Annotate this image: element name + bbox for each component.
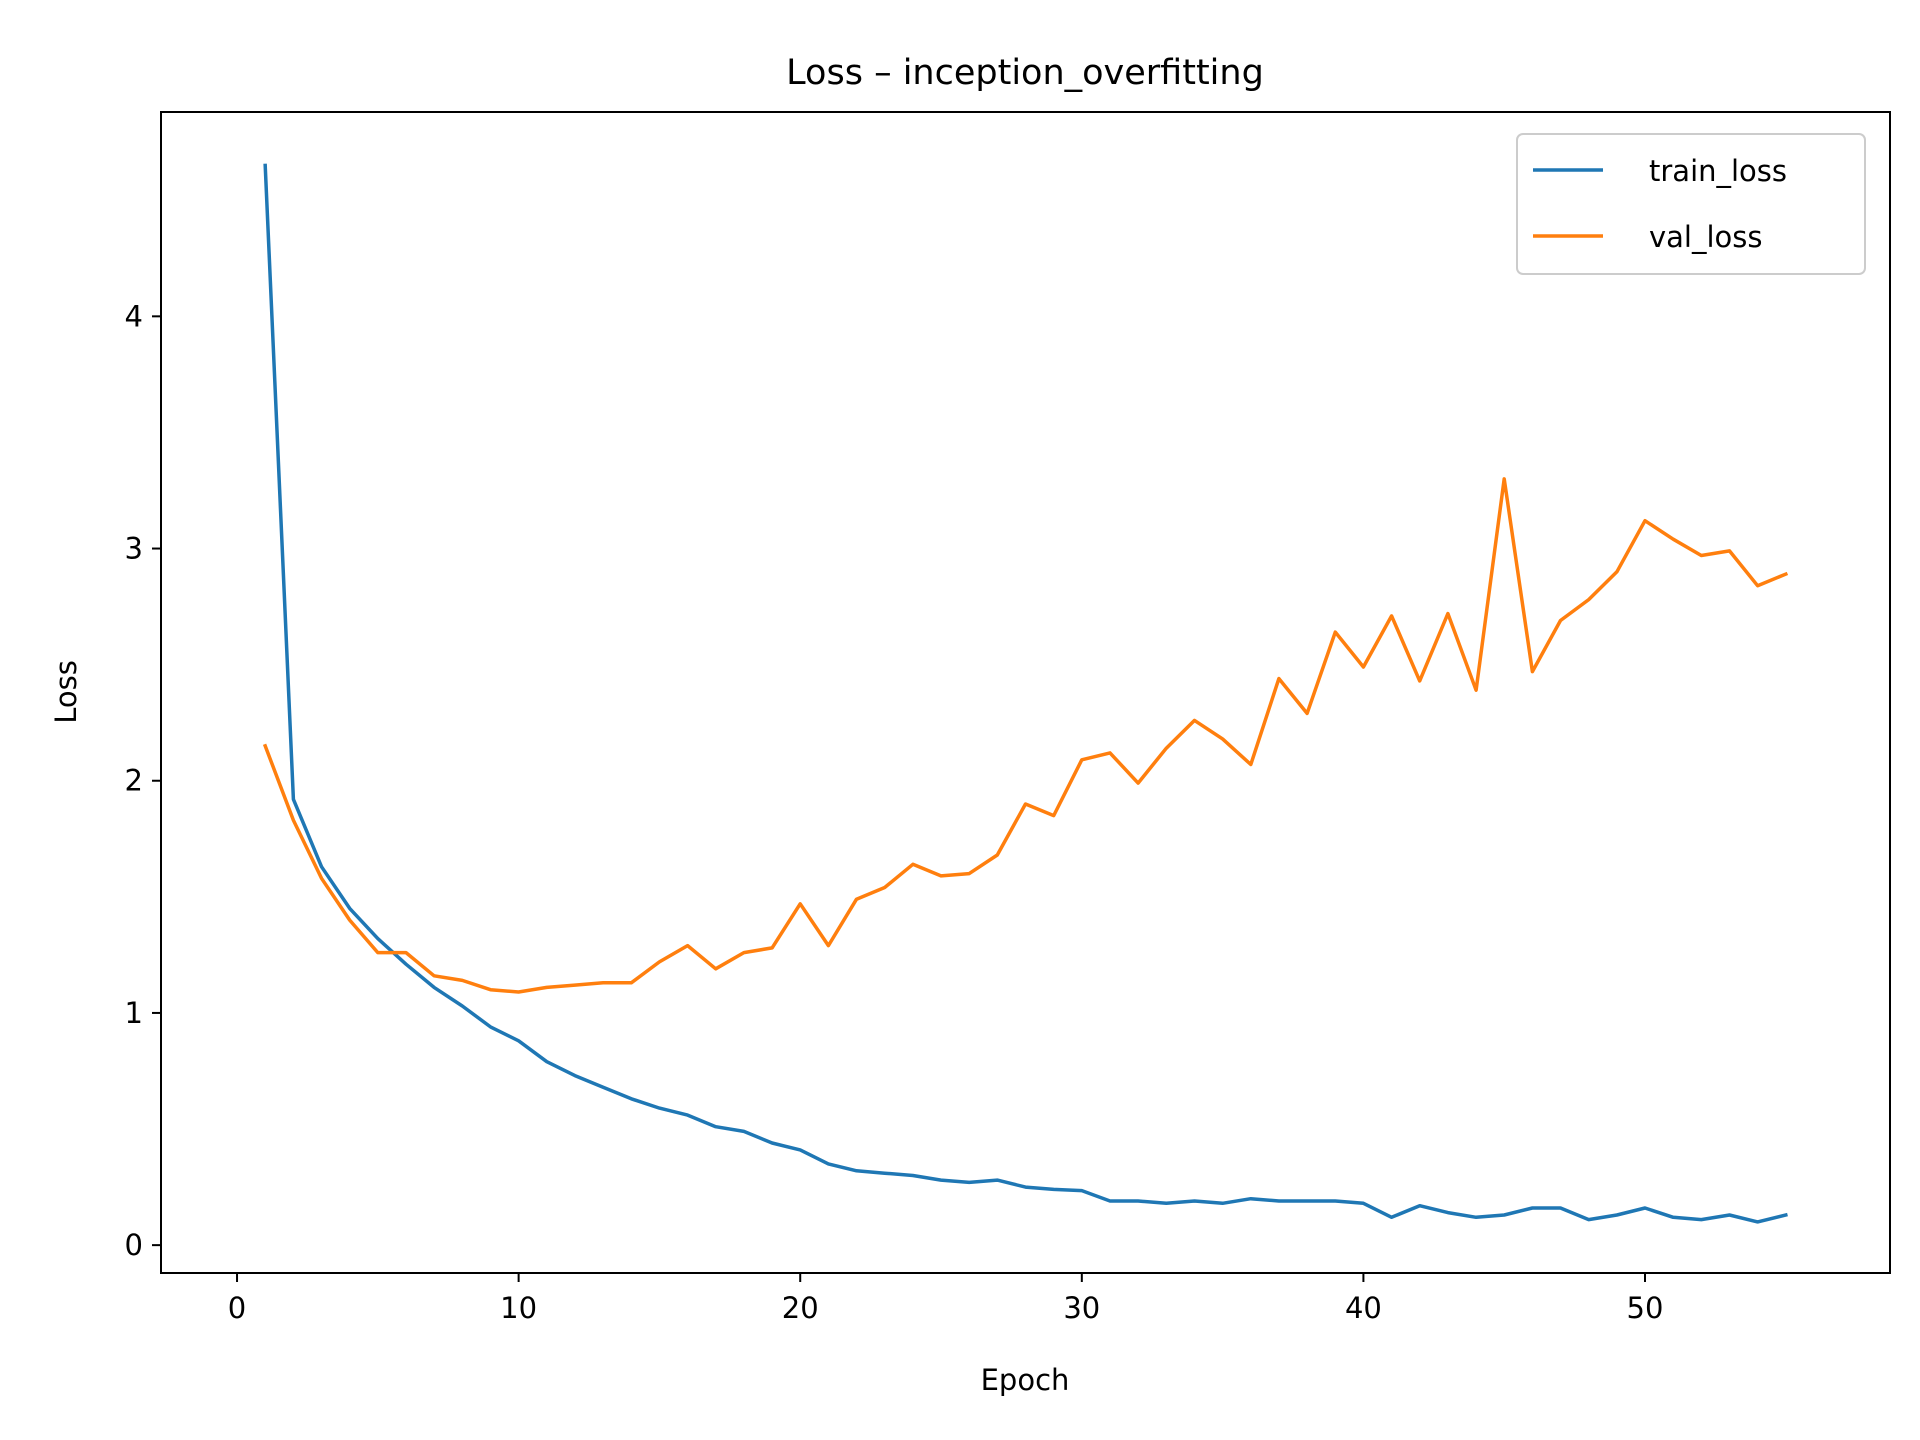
y-tick-label: 1	[125, 996, 143, 1030]
x-axis: 0 10 20 30 40 50	[228, 1273, 1664, 1325]
y-axis: 0 1 2 3 4	[125, 299, 161, 1262]
legend-label: train_loss	[1649, 154, 1787, 188]
legend: train_loss val_loss	[1516, 133, 1866, 275]
y-tick-label: 0	[125, 1228, 143, 1262]
legend-box	[1516, 133, 1866, 275]
x-tick-label: 40	[1345, 1291, 1382, 1325]
y-axis-label: Loss	[49, 660, 83, 724]
y-tick-label: 2	[125, 764, 143, 798]
chart-title: Loss – inception_overfitting	[786, 53, 1264, 93]
x-tick-label: 30	[1063, 1291, 1100, 1325]
x-tick-label: 50	[1627, 1291, 1664, 1325]
y-tick-label: 4	[125, 299, 143, 333]
series-line-val-loss	[262, 477, 1789, 994]
y-tick-label: 3	[125, 532, 143, 566]
x-axis-label: Epoch	[981, 1363, 1070, 1397]
x-tick-label: 0	[228, 1291, 246, 1325]
x-tick-label: 20	[782, 1291, 819, 1325]
series-layer	[262, 163, 1789, 1224]
series-line-train-loss	[263, 163, 1788, 1224]
x-tick-label: 10	[500, 1291, 537, 1325]
axes-frame	[160, 111, 1891, 1274]
legend-label: val_loss	[1649, 220, 1763, 254]
